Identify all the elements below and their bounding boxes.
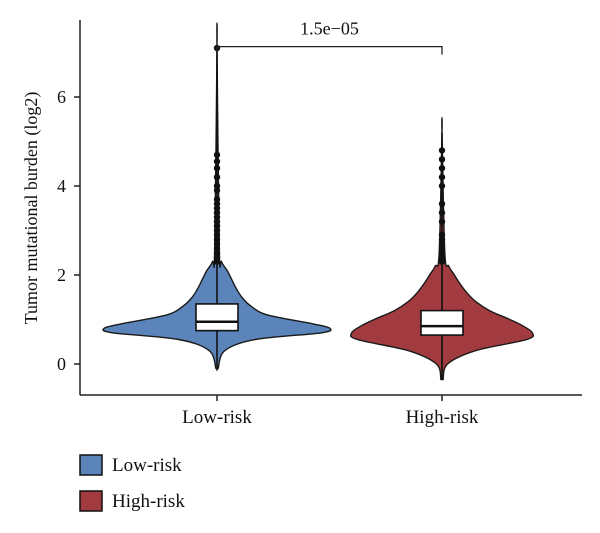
outlier-point [213, 182, 221, 190]
y-tick-label: 2 [57, 265, 66, 285]
outlier-point [213, 196, 221, 203]
outlier-point [213, 222, 221, 230]
outlier-point [213, 254, 221, 261]
outlier-point [213, 236, 221, 243]
outlier-point [213, 240, 221, 248]
outlier-point [213, 187, 221, 194]
outlier-point [438, 209, 446, 216]
outlier-point [438, 173, 446, 181]
outlier-point [438, 236, 446, 243]
comparison-bracket: 1.5e−05 [216, 19, 443, 55]
outlier-point [438, 218, 446, 225]
outlier-point [438, 200, 446, 207]
outlier-point [213, 151, 221, 159]
outlier-point [213, 205, 221, 212]
box-iqr [195, 303, 239, 332]
outlier-point [438, 245, 446, 252]
legend-swatch [79, 490, 103, 512]
outlier-point [438, 147, 446, 154]
outlier-point [213, 213, 221, 221]
box-iqr [420, 309, 464, 336]
outlier-point [213, 227, 221, 234]
outlier-point [438, 249, 446, 256]
legend-label: Low-risk [112, 455, 182, 476]
violin-group-high-risk [349, 116, 535, 381]
y-tick-label: 0 [57, 354, 66, 374]
x-category-label: Low-risk [182, 407, 252, 428]
outlier-point [438, 182, 446, 190]
legend-label: High-risk [112, 491, 185, 512]
p-value-label: 1.5e−05 [300, 19, 359, 39]
outlier-point [438, 165, 446, 172]
x-category-label: High-risk [406, 407, 479, 428]
outlier-point [213, 158, 221, 165]
violin-group-low-risk [102, 22, 332, 371]
outlier-point [438, 254, 446, 261]
y-axis-ticks: 0 2 4 6 [57, 87, 80, 374]
outlier-point [213, 218, 221, 225]
y-tick-label: 6 [57, 87, 66, 107]
violins [102, 22, 535, 381]
outlier-point [213, 209, 221, 216]
outlier-point [213, 165, 221, 172]
outlier-point [213, 258, 221, 265]
legend: Low-risk High-risk [79, 454, 185, 512]
outlier-point [213, 200, 221, 207]
outlier-point [438, 156, 446, 163]
outlier-point [438, 231, 446, 239]
legend-swatch [79, 454, 103, 476]
outlier-point [213, 249, 221, 256]
outlier-point [213, 173, 221, 181]
y-tick-label: 4 [57, 176, 66, 196]
outlier-point [438, 240, 446, 248]
outlier-point [213, 231, 221, 239]
x-axis-categories: Low-risk High-risk [182, 395, 479, 428]
bracket-line [216, 45, 443, 55]
outlier-point [213, 245, 221, 252]
plot-frame [79, 20, 582, 396]
y-axis-title: Tumor mutational burden (log2) [21, 92, 42, 325]
